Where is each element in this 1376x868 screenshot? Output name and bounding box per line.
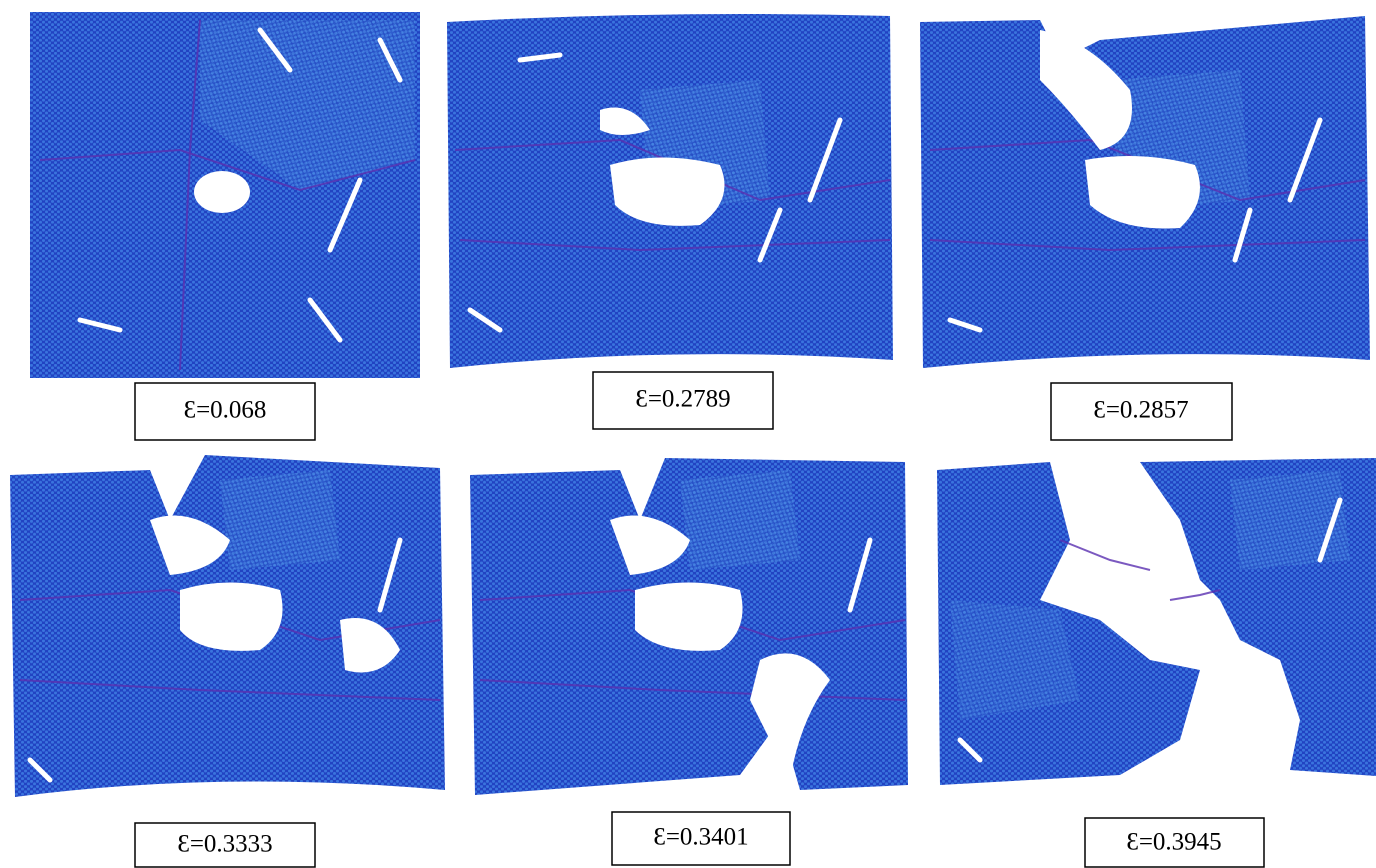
strain-label: Ɛ=0.2857 <box>1093 397 1188 424</box>
strain-label: Ɛ=0.3945 <box>1126 829 1221 856</box>
label-box-3: Ɛ=0.2857 <box>1051 383 1232 440</box>
strain-label: Ɛ=0.3333 <box>177 831 272 858</box>
label-box-1: Ɛ=0.068 <box>135 383 315 440</box>
label-box-5: Ɛ=0.3401 <box>612 812 790 865</box>
snapshot-5 <box>470 458 908 795</box>
snapshot-4 <box>10 455 445 797</box>
snapshot-3 <box>920 16 1370 368</box>
label-box-4: Ɛ=0.3333 <box>135 823 315 867</box>
strain-label: Ɛ=0.3401 <box>653 824 748 851</box>
label-box-6: Ɛ=0.3945 <box>1085 818 1264 867</box>
strain-label: Ɛ=0.068 <box>184 397 267 424</box>
snapshot-2 <box>447 14 893 368</box>
page: {"panels": [ {"label": "Ɛ=0.068"}, {"lab… <box>0 0 1376 868</box>
snapshot-1 <box>30 12 420 378</box>
figure: Ɛ=0.068 Ɛ=0.2789 Ɛ=0.2857 <box>0 0 1376 868</box>
snapshot-6 <box>937 458 1376 785</box>
label-box-2: Ɛ=0.2789 <box>593 372 773 429</box>
strain-label: Ɛ=0.2789 <box>635 386 730 413</box>
